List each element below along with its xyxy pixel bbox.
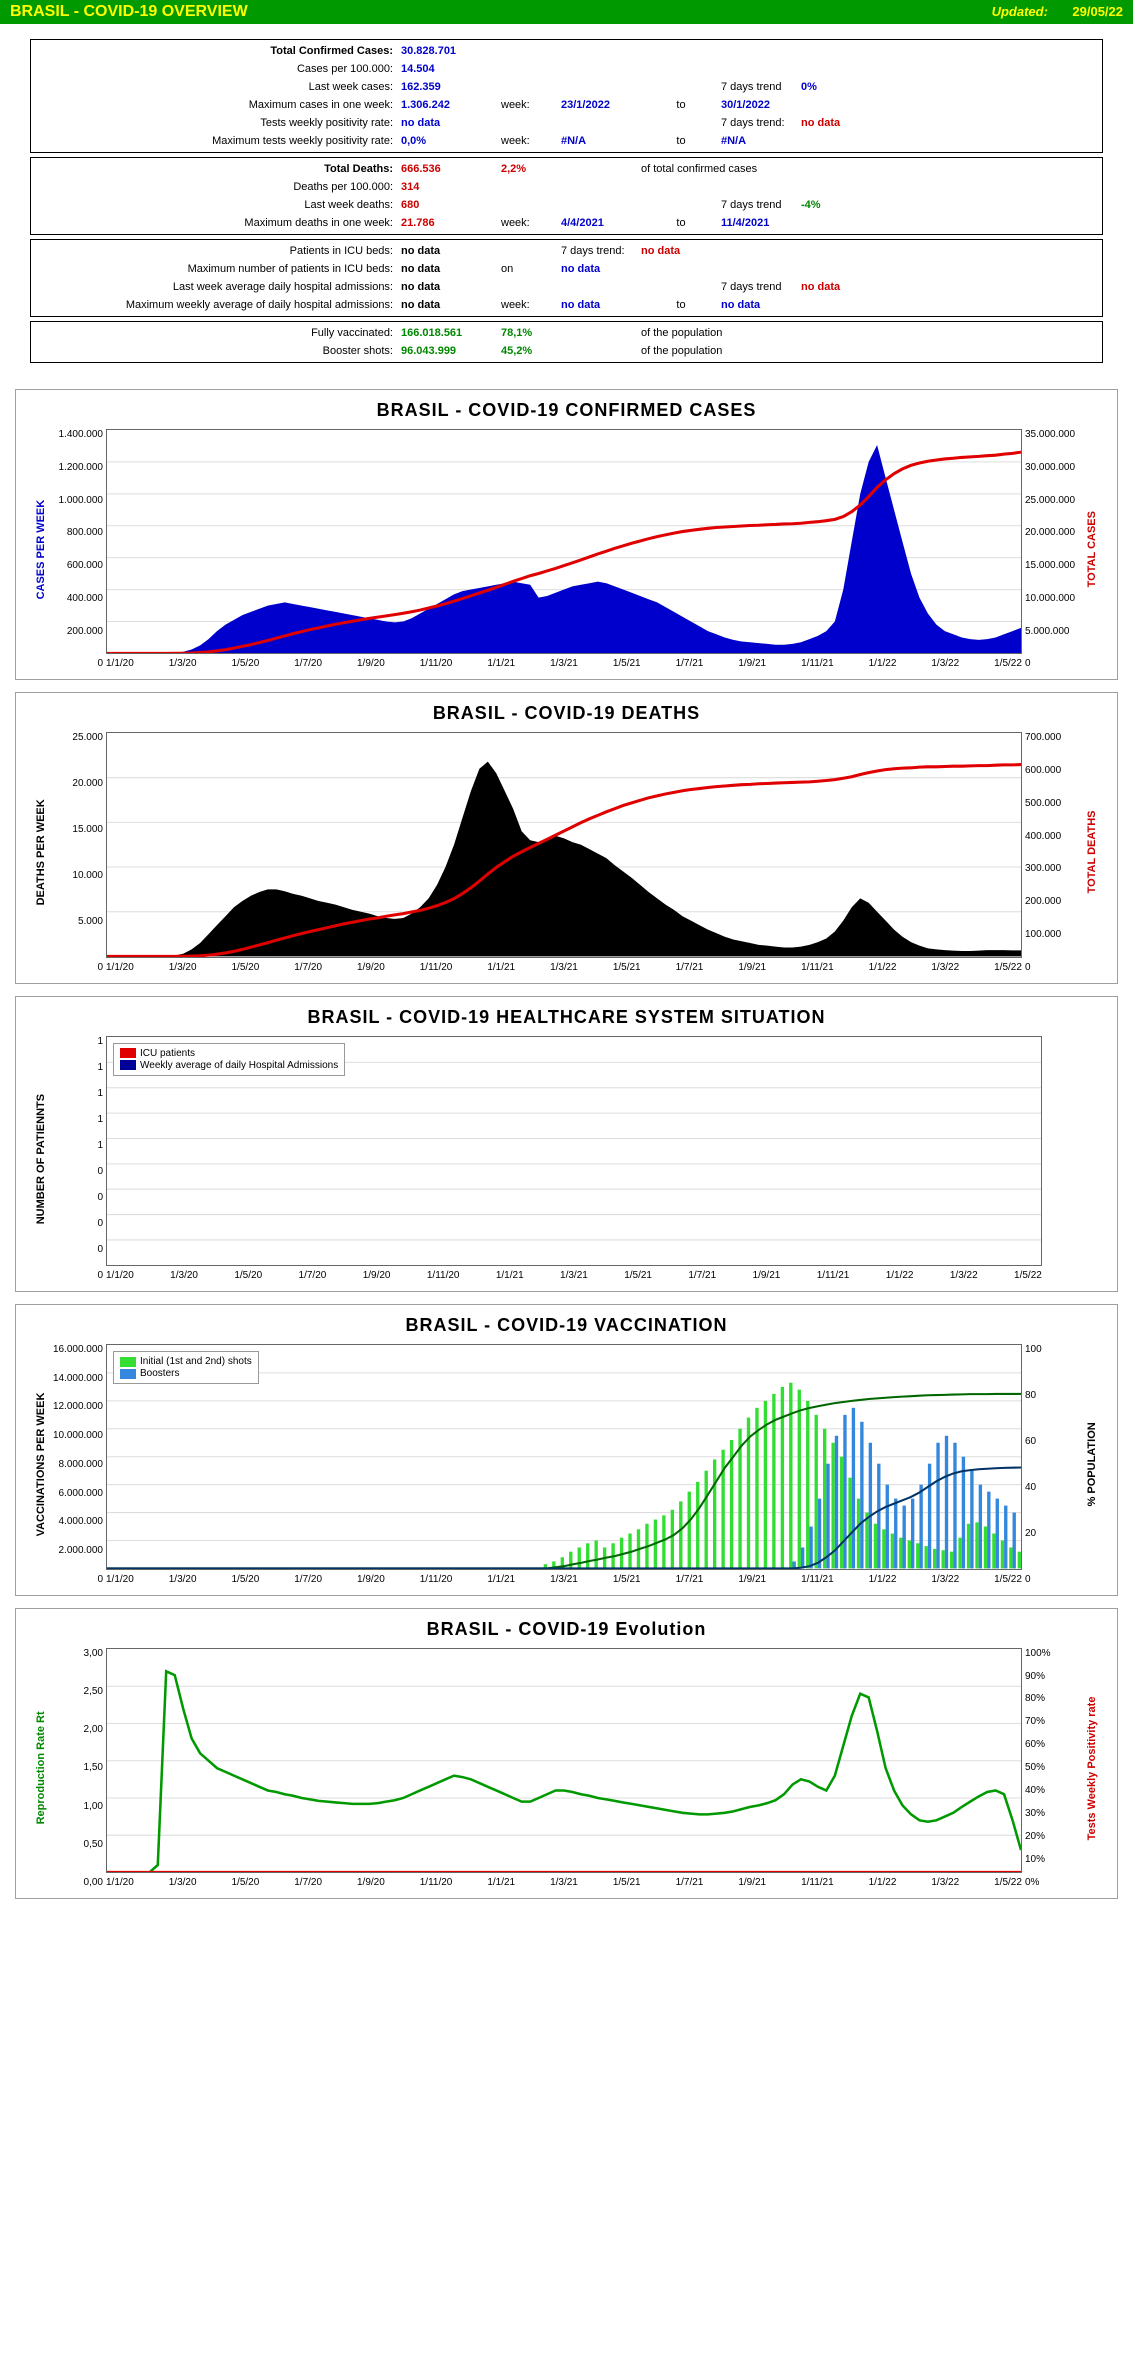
- y-left-ticks: 1.400.0001.200.0001.000.000800.000600.00…: [51, 429, 106, 669]
- y-right-label: TOTAL CASES: [1082, 429, 1102, 669]
- x-ticks: 1/1/201/3/201/5/201/7/201/9/201/11/201/1…: [106, 658, 1022, 669]
- deaths-box: Total Deaths:666.5362,2%of total confirm…: [30, 157, 1103, 235]
- lbl: Total Confirmed Cases:: [31, 42, 401, 60]
- y-left-label: CASES PER WEEK: [31, 429, 51, 669]
- header-bar: BRASIL - COVID-19 OVERVIEW Updated: 29/0…: [0, 0, 1133, 24]
- plot-vaccination: Initial (1st and 2nd) shots Boosters: [106, 1344, 1022, 1569]
- hospital-box: Patients in ICU beds:no data7 days trend…: [30, 239, 1103, 317]
- chart-evolution: BRASIL - COVID-19 Evolution Reproduction…: [15, 1608, 1118, 1899]
- title: BRASIL - COVID-19 OVERVIEW: [10, 3, 248, 21]
- legend-healthcare: ICU patients Weekly average of daily Hos…: [113, 1043, 345, 1076]
- chart-vaccination: BRASIL - COVID-19 VACCINATION VACCINATIO…: [15, 1304, 1118, 1595]
- updated-date: 29/05/22: [1072, 4, 1123, 19]
- vax-box: Fully vaccinated:166.018.56178,1%of the …: [30, 321, 1103, 363]
- chart-healthcare: BRASIL - COVID-19 HEALTHCARE SYSTEM SITU…: [15, 996, 1118, 1292]
- plot-cases: [106, 429, 1022, 654]
- overview: Total Confirmed Cases:30.828.701 Cases p…: [0, 24, 1133, 377]
- legend-vaccination: Initial (1st and 2nd) shots Boosters: [113, 1351, 259, 1384]
- v: 30.828.701: [401, 42, 501, 60]
- plot-deaths: [106, 732, 1022, 957]
- chart-deaths: BRASIL - COVID-19 DEATHS DEATHS PER WEEK…: [15, 692, 1118, 983]
- updated-label: Updated:: [992, 4, 1048, 19]
- plot-healthcare: ICU patients Weekly average of daily Hos…: [106, 1036, 1042, 1266]
- y-right-ticks: 35.000.00030.000.00025.000.00020.000.000…: [1022, 429, 1082, 669]
- chart-cases: BRASIL - COVID-19 CONFIRMED CASES CASES …: [15, 389, 1118, 680]
- chart-title: BRASIL - COVID-19 CONFIRMED CASES: [31, 400, 1102, 421]
- cases-box: Total Confirmed Cases:30.828.701 Cases p…: [30, 39, 1103, 153]
- plot-evolution: [106, 1648, 1022, 1873]
- updated-wrap: Updated: 29/05/22: [992, 3, 1123, 21]
